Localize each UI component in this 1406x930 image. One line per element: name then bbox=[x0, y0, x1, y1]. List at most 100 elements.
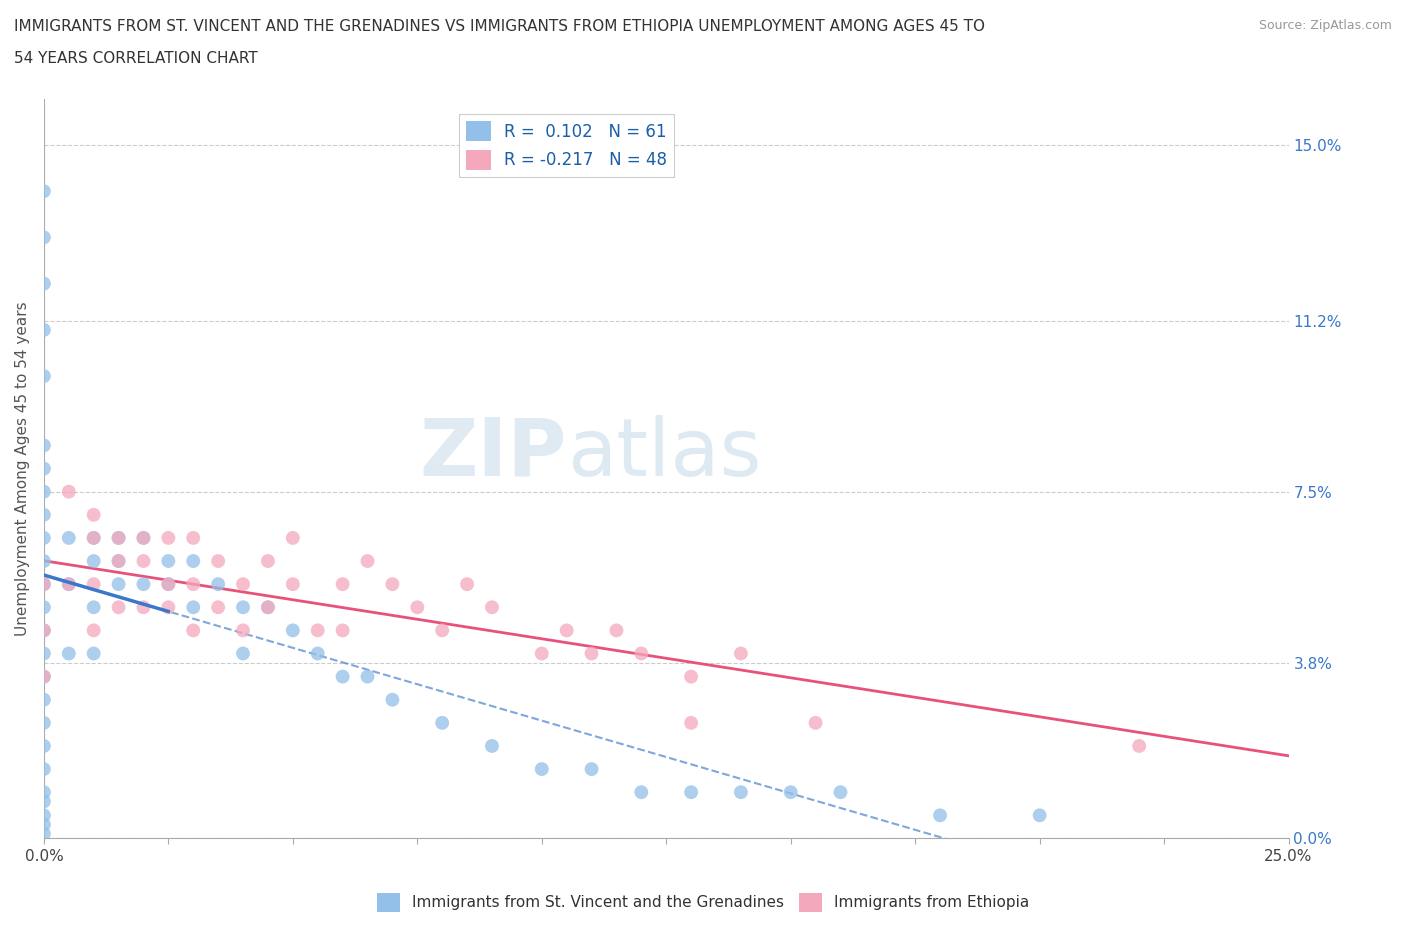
Point bbox=[232, 577, 254, 591]
Point bbox=[32, 553, 55, 568]
Point bbox=[32, 600, 55, 615]
Point bbox=[83, 508, 105, 523]
Text: ZIP: ZIP bbox=[419, 415, 567, 493]
Point bbox=[381, 692, 404, 707]
Point bbox=[630, 785, 652, 800]
Point bbox=[181, 577, 204, 591]
Point bbox=[107, 577, 129, 591]
Point bbox=[32, 670, 55, 684]
Point bbox=[157, 530, 180, 545]
Point bbox=[32, 184, 55, 199]
Point bbox=[83, 623, 105, 638]
Point bbox=[530, 762, 553, 777]
Point bbox=[332, 670, 354, 684]
Point bbox=[32, 461, 55, 476]
Point bbox=[257, 600, 280, 615]
Point bbox=[132, 530, 155, 545]
Point bbox=[207, 577, 229, 591]
Point bbox=[481, 600, 503, 615]
Point bbox=[58, 530, 80, 545]
Point bbox=[332, 623, 354, 638]
Point bbox=[830, 785, 852, 800]
Point bbox=[630, 646, 652, 661]
Point bbox=[32, 438, 55, 453]
Point bbox=[232, 623, 254, 638]
Point bbox=[307, 623, 329, 638]
Point bbox=[32, 827, 55, 842]
Point bbox=[157, 577, 180, 591]
Point bbox=[132, 577, 155, 591]
Point bbox=[356, 670, 378, 684]
Point bbox=[107, 553, 129, 568]
Point bbox=[58, 577, 80, 591]
Point bbox=[929, 808, 952, 823]
Point bbox=[555, 623, 578, 638]
Point bbox=[83, 553, 105, 568]
Point bbox=[32, 692, 55, 707]
Point bbox=[281, 623, 304, 638]
Text: 54 YEARS CORRELATION CHART: 54 YEARS CORRELATION CHART bbox=[14, 51, 257, 66]
Point bbox=[32, 323, 55, 338]
Point bbox=[257, 600, 280, 615]
Point bbox=[681, 715, 703, 730]
Point bbox=[406, 600, 429, 615]
Point bbox=[281, 577, 304, 591]
Point bbox=[32, 623, 55, 638]
Point bbox=[32, 485, 55, 499]
Point bbox=[207, 553, 229, 568]
Point bbox=[32, 623, 55, 638]
Point bbox=[32, 276, 55, 291]
Point bbox=[581, 646, 603, 661]
Point bbox=[804, 715, 827, 730]
Point bbox=[32, 577, 55, 591]
Point bbox=[32, 670, 55, 684]
Point bbox=[281, 530, 304, 545]
Point bbox=[1128, 738, 1150, 753]
Point bbox=[132, 530, 155, 545]
Point bbox=[730, 785, 752, 800]
Legend: R =  0.102   N = 61, R = -0.217   N = 48: R = 0.102 N = 61, R = -0.217 N = 48 bbox=[460, 114, 673, 177]
Y-axis label: Unemployment Among Ages 45 to 54 years: Unemployment Among Ages 45 to 54 years bbox=[15, 301, 30, 636]
Point bbox=[58, 646, 80, 661]
Point bbox=[157, 553, 180, 568]
Point bbox=[107, 530, 129, 545]
Point bbox=[107, 553, 129, 568]
Legend: Immigrants from St. Vincent and the Grenadines, Immigrants from Ethiopia: Immigrants from St. Vincent and the Gren… bbox=[371, 887, 1035, 918]
Point bbox=[181, 600, 204, 615]
Point bbox=[681, 785, 703, 800]
Point bbox=[681, 670, 703, 684]
Point bbox=[32, 785, 55, 800]
Point bbox=[605, 623, 627, 638]
Point bbox=[481, 738, 503, 753]
Point bbox=[132, 553, 155, 568]
Point bbox=[58, 577, 80, 591]
Point bbox=[430, 623, 453, 638]
Point bbox=[181, 553, 204, 568]
Point bbox=[157, 577, 180, 591]
Point bbox=[32, 762, 55, 777]
Point bbox=[107, 530, 129, 545]
Point bbox=[257, 553, 280, 568]
Point bbox=[32, 794, 55, 809]
Point bbox=[32, 230, 55, 245]
Point bbox=[83, 600, 105, 615]
Point bbox=[356, 553, 378, 568]
Point bbox=[32, 530, 55, 545]
Point bbox=[83, 530, 105, 545]
Point bbox=[32, 508, 55, 523]
Point bbox=[232, 600, 254, 615]
Point bbox=[207, 600, 229, 615]
Point bbox=[381, 577, 404, 591]
Point bbox=[307, 646, 329, 661]
Point bbox=[779, 785, 801, 800]
Text: IMMIGRANTS FROM ST. VINCENT AND THE GRENADINES VS IMMIGRANTS FROM ETHIOPIA UNEMP: IMMIGRANTS FROM ST. VINCENT AND THE GREN… bbox=[14, 19, 986, 33]
Point bbox=[157, 600, 180, 615]
Text: Source: ZipAtlas.com: Source: ZipAtlas.com bbox=[1258, 19, 1392, 32]
Point bbox=[132, 600, 155, 615]
Point bbox=[1028, 808, 1050, 823]
Point bbox=[32, 577, 55, 591]
Point bbox=[32, 646, 55, 661]
Text: atlas: atlas bbox=[567, 415, 761, 493]
Point bbox=[32, 368, 55, 383]
Point bbox=[730, 646, 752, 661]
